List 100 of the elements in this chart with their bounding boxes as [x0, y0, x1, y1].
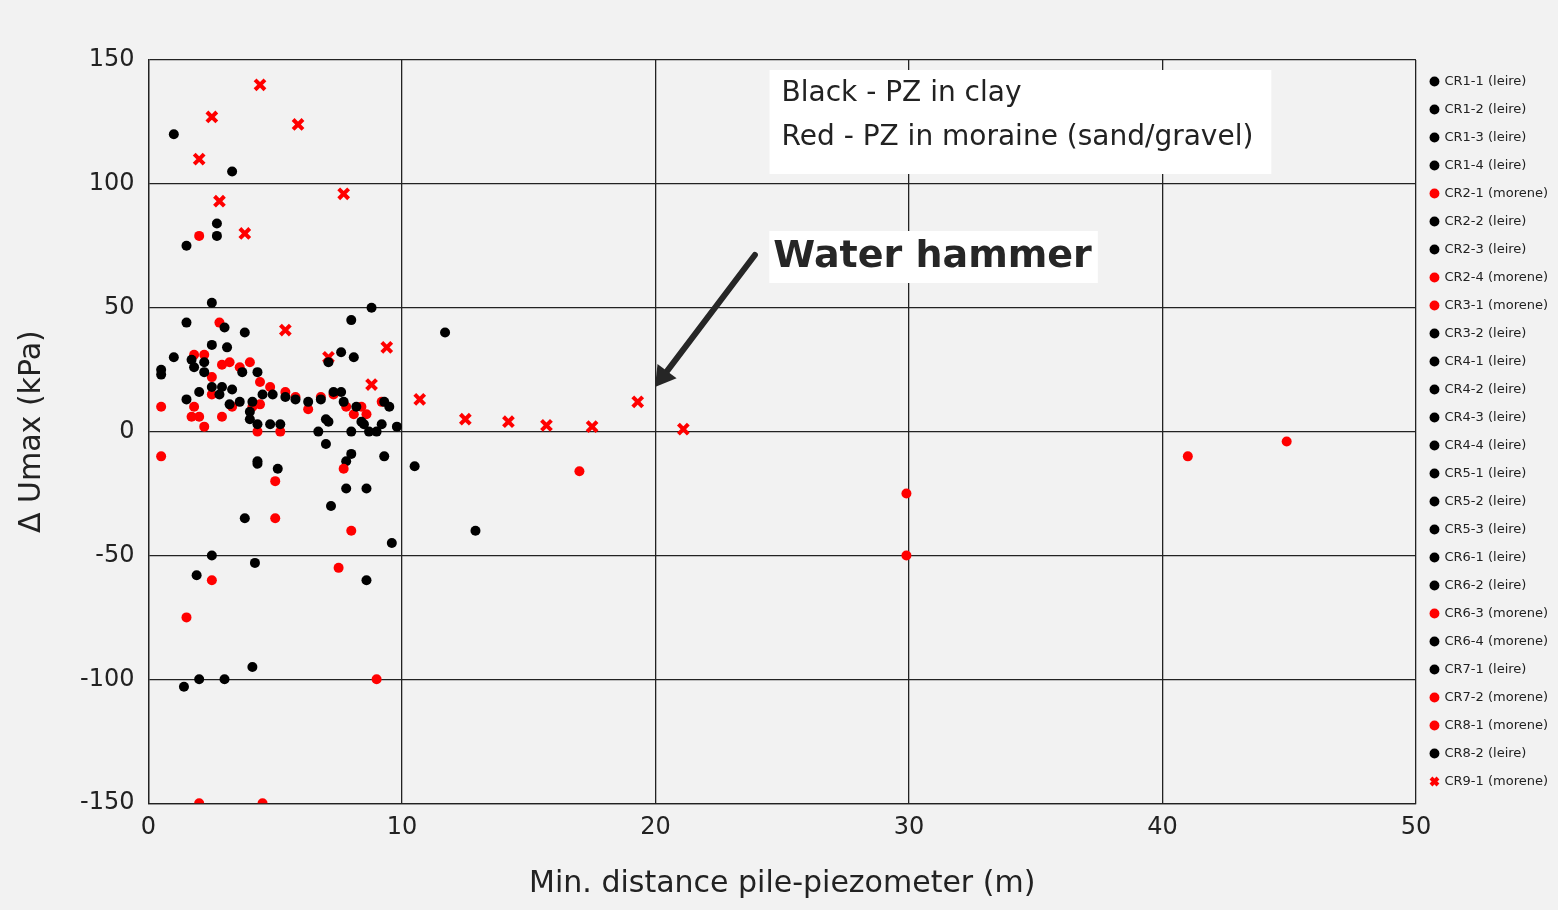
- point: [244, 406, 255, 417]
- point: [321, 350, 336, 365]
- point: [341, 456, 352, 467]
- point: [214, 389, 225, 400]
- point: [366, 302, 377, 313]
- point: [280, 391, 291, 402]
- point: [237, 367, 248, 378]
- legend-label: CR1-1 (leire): [1444, 72, 1527, 88]
- point: [222, 342, 233, 353]
- point: [470, 525, 481, 536]
- point: [255, 377, 266, 388]
- point: [346, 426, 357, 437]
- point: [320, 438, 331, 449]
- point: [206, 297, 217, 308]
- point: [409, 461, 420, 472]
- point: [333, 562, 344, 573]
- point: [206, 550, 217, 561]
- point: [194, 230, 205, 241]
- point: [194, 386, 205, 397]
- legend-label: CR4-4 (leire): [1444, 436, 1527, 452]
- legend-label: CR1-3 (leire): [1444, 128, 1527, 144]
- point: [275, 419, 286, 430]
- point: [361, 575, 372, 586]
- point: [270, 476, 281, 487]
- annotation: Water hammer: [773, 231, 1093, 276]
- point: [348, 352, 359, 363]
- point: [501, 414, 516, 429]
- y-tick-label: 0: [119, 415, 135, 444]
- y-axis-title: Δ Umax (kPa): [11, 330, 47, 534]
- point: [239, 513, 250, 524]
- legend-label: CR5-3 (leire): [1444, 520, 1527, 536]
- legend-label: CR8-2 (leire): [1444, 744, 1527, 760]
- legend-label: CR4-1 (leire): [1444, 352, 1527, 368]
- point: [346, 315, 357, 326]
- point: [211, 218, 222, 229]
- point: [265, 382, 276, 393]
- legend-label: CR2-1 (morene): [1444, 184, 1548, 200]
- y-tick-label: 50: [103, 291, 135, 320]
- point: [181, 317, 192, 328]
- point: [249, 557, 260, 568]
- point: [253, 77, 267, 92]
- point: [206, 575, 217, 586]
- point: [192, 152, 207, 167]
- point: [199, 421, 210, 432]
- point: [186, 354, 197, 365]
- point: [325, 500, 336, 511]
- point: [234, 396, 245, 407]
- point: [212, 194, 227, 209]
- point: [219, 674, 230, 685]
- legend-label: CR5-2 (leire): [1444, 492, 1527, 508]
- point: [199, 357, 210, 368]
- annotation: Black - PZ in clay: [781, 75, 1022, 109]
- point: [247, 661, 258, 672]
- point: [313, 426, 324, 437]
- point: [291, 117, 305, 132]
- point: [181, 612, 192, 623]
- legend-label: CR6-3 (morene): [1444, 604, 1548, 620]
- legend-label: CR2-4 (morene): [1444, 268, 1548, 284]
- point: [376, 419, 387, 430]
- point: [181, 394, 192, 405]
- point: [265, 419, 276, 430]
- point: [364, 377, 379, 392]
- point: [391, 421, 402, 432]
- point: [237, 226, 252, 241]
- legend-label: CR5-1 (leire): [1444, 464, 1527, 480]
- legend-label: CR1-4 (leire): [1444, 156, 1527, 172]
- point: [371, 674, 382, 685]
- x-tick-label: 50: [1400, 811, 1432, 840]
- point: [189, 401, 200, 412]
- x-tick-label: 10: [386, 811, 418, 840]
- legend-label: CR3-2 (leire): [1444, 324, 1527, 340]
- point: [272, 463, 283, 474]
- y-tick-label: -50: [95, 539, 135, 568]
- y-tick-label: 150: [88, 44, 135, 73]
- point: [336, 347, 347, 358]
- point: [386, 538, 397, 549]
- point: [219, 322, 230, 333]
- point: [1182, 451, 1193, 462]
- point: [206, 339, 217, 350]
- point: [379, 451, 390, 462]
- point: [458, 412, 473, 427]
- point: [206, 372, 217, 383]
- point: [676, 422, 691, 437]
- point: [278, 323, 293, 337]
- point: [336, 186, 351, 201]
- point: [341, 483, 352, 494]
- point: [361, 409, 372, 420]
- legend-label: CR1-2 (leire): [1444, 100, 1527, 116]
- point: [323, 357, 334, 368]
- legend-label: CR4-2 (leire): [1444, 380, 1527, 396]
- point: [199, 367, 210, 378]
- x-tick-label: 0: [140, 811, 157, 840]
- point: [338, 396, 349, 407]
- y-tick-label: -100: [80, 663, 135, 692]
- point: [338, 463, 349, 474]
- point: [224, 357, 235, 368]
- point: [379, 340, 394, 355]
- point: [630, 394, 645, 409]
- point: [206, 382, 217, 393]
- point: [191, 570, 202, 581]
